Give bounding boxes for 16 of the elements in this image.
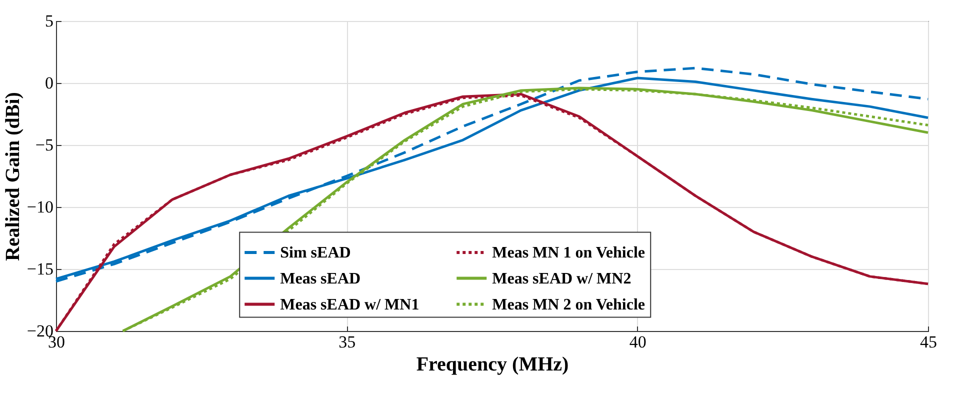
legend-label: Meas MN 2 on Vehicle [492, 296, 645, 314]
x-tick-label: 35 [338, 332, 356, 352]
y-tick-label: 0 [45, 74, 54, 92]
legend-label: Sim sEAD [280, 244, 351, 262]
legend-label: Meas sEAD w/ MN1 [280, 296, 420, 314]
y-tick-label: −5 [35, 136, 54, 154]
legend-label: Meas sEAD [280, 270, 361, 288]
legend-label: Meas MN 1 on Vehicle [492, 244, 645, 262]
y-tick-label: −10 [26, 198, 54, 216]
x-tick-label: 45 [920, 332, 937, 352]
legend-label: Meas sEAD w/ MN2 [492, 270, 632, 288]
x-axis-title: Frequency (MHz) [416, 354, 569, 376]
y-axis-title: Realized Gain (dBi) [2, 92, 24, 261]
x-tick-label: 40 [629, 332, 646, 352]
y-tick-label: 5 [45, 12, 54, 30]
y-tick-label: −15 [26, 260, 54, 278]
